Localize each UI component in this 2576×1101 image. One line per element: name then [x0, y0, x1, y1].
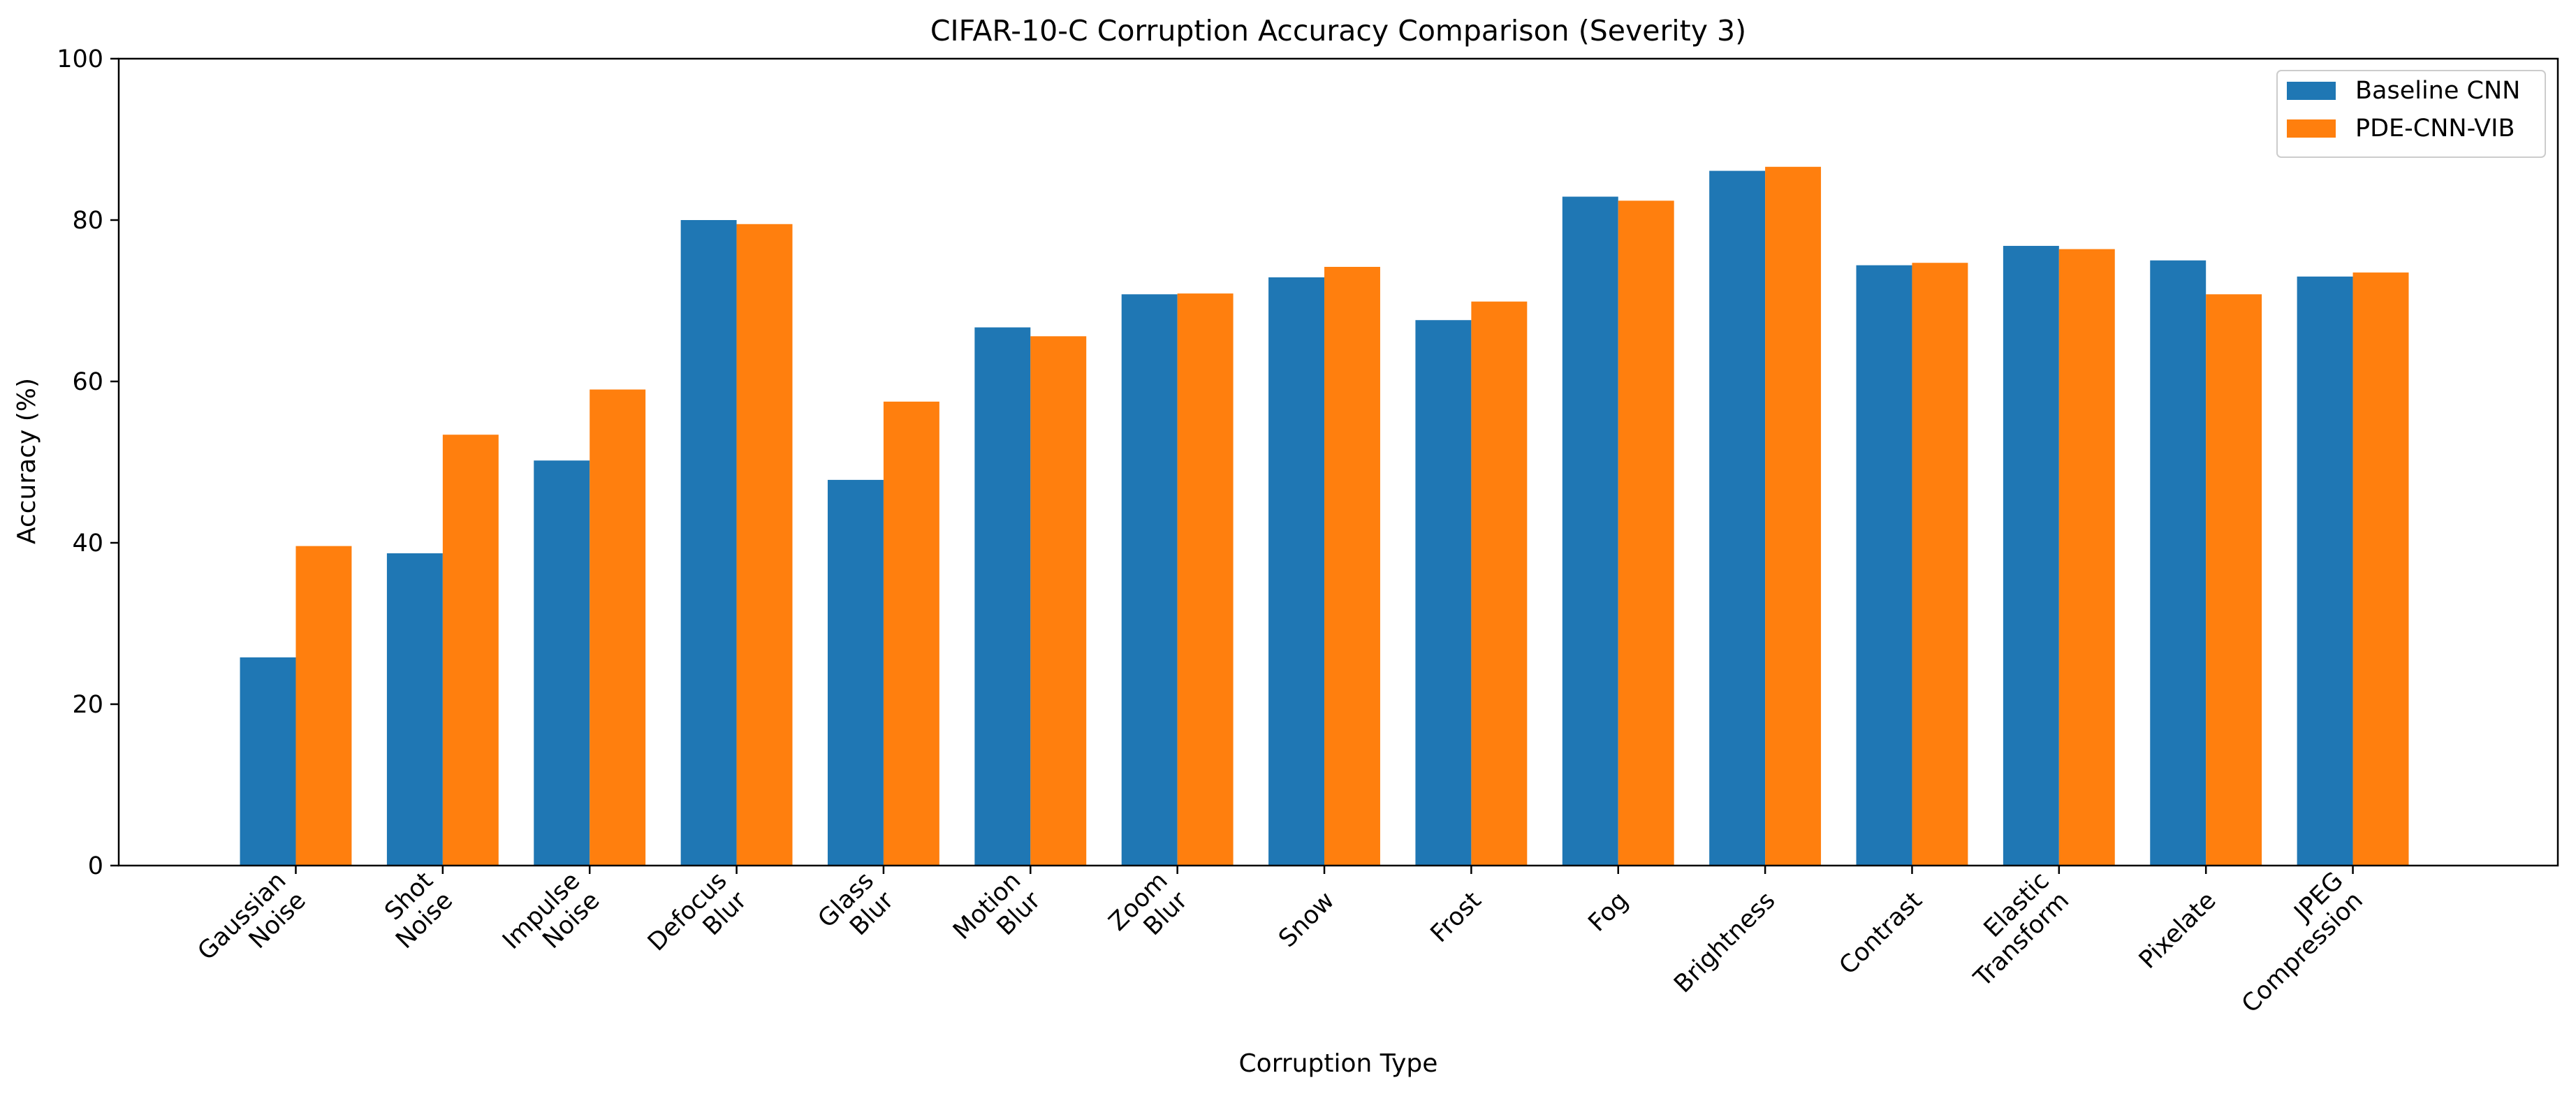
bar-baseline-7 [1268, 277, 1325, 866]
y-tick-label: 60 [72, 368, 103, 396]
bar-pde-7 [1324, 266, 1380, 866]
legend-swatch-pde [2287, 119, 2336, 138]
bar-baseline-5 [974, 327, 1031, 866]
y-tick-label: 80 [72, 207, 103, 235]
chart-title: CIFAR-10-C Corruption Accuracy Compariso… [930, 14, 1746, 48]
bar-baseline-6 [1121, 294, 1178, 866]
bar-baseline-4 [827, 479, 884, 866]
x-axis-label: Corruption Type [1239, 1049, 1438, 1078]
legend-box [2276, 70, 2546, 158]
bar-pde-13 [2206, 294, 2262, 866]
bar-baseline-1 [386, 553, 443, 866]
bar-baseline-9 [1562, 196, 1618, 866]
bar-pde-4 [883, 401, 939, 866]
legend: Baseline CNN PDE-CNN-VIB [2276, 70, 2546, 158]
bar-baseline-3 [680, 220, 737, 866]
bar-pde-14 [2352, 272, 2409, 866]
bars-layer [240, 166, 2409, 866]
bar-baseline-2 [534, 460, 590, 866]
legend-label-baseline: Baseline CNN [2355, 77, 2520, 105]
bar-baseline-11 [1856, 265, 1912, 866]
bar-pde-6 [1177, 293, 1234, 866]
bar-baseline-0 [240, 657, 296, 866]
y-tick-label: 20 [72, 691, 103, 719]
bar-pde-10 [1765, 166, 1822, 866]
axes-layer [117, 57, 2559, 867]
bar-baseline-13 [2150, 260, 2207, 866]
y-tick-label: 40 [72, 530, 103, 557]
bar-pde-5 [1030, 336, 1087, 866]
bar-baseline-8 [1415, 320, 1472, 866]
bar-pde-2 [590, 389, 646, 866]
bar-pde-3 [736, 224, 793, 866]
legend-label-pde: PDE-CNN-VIB [2355, 115, 2515, 143]
bar-baseline-10 [1709, 170, 1766, 866]
bar-baseline-12 [2003, 245, 2059, 866]
y-axis-label: Accuracy (%) [13, 378, 41, 544]
bar-pde-12 [2058, 249, 2115, 866]
plot-frame [117, 57, 2559, 867]
y-tick-label: 100 [57, 45, 103, 73]
bar-baseline-14 [2297, 276, 2353, 866]
bar-pde-8 [1471, 301, 1528, 866]
legend-swatch-baseline [2287, 82, 2336, 100]
bar-pde-0 [295, 546, 352, 866]
bar-pde-9 [1618, 200, 1674, 866]
bar-pde-1 [442, 435, 499, 866]
y-tick-label: 0 [88, 852, 103, 880]
bar-pde-11 [1912, 263, 1968, 866]
